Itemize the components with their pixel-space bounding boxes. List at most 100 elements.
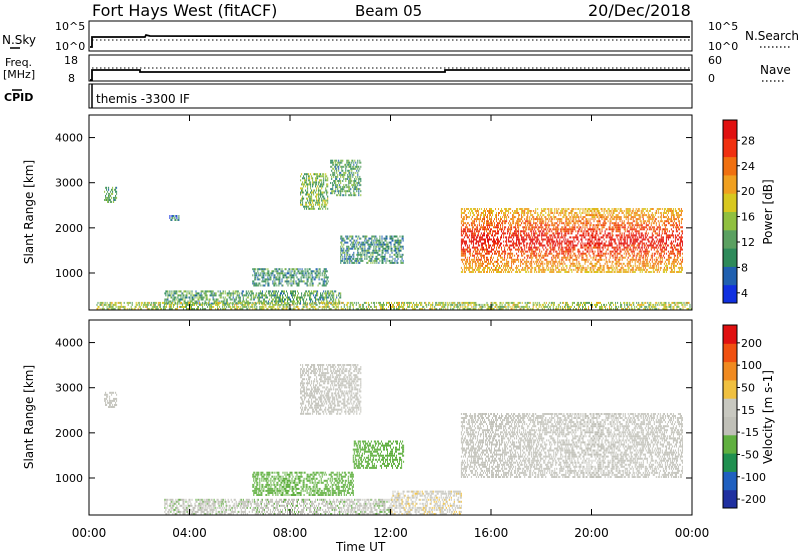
data-cell [533,232,535,235]
data-cell [474,246,476,249]
data-cell [228,305,230,308]
data-cell [338,300,340,303]
data-cell [391,301,392,304]
data-cell [463,301,465,304]
data-cell [222,296,224,299]
data-cell [341,301,343,304]
data-cell [308,205,310,208]
data-cell [473,228,475,231]
data-cell [641,301,643,304]
data-cell [462,262,464,265]
data-cell [350,257,352,260]
data-cell [484,271,485,273]
data-cell [450,303,452,306]
data-cell [529,246,531,249]
data-cell [306,177,308,180]
data-cell [480,232,482,235]
data-cell [521,301,523,304]
data-cell [522,308,524,310]
data-cell [345,241,347,244]
data-cell [673,301,675,304]
data-cell [304,205,306,208]
data-cell [414,305,416,308]
data-cell [350,247,352,250]
data-cell [443,308,445,310]
data-cell [521,208,523,210]
data-cell [296,284,298,287]
data-cell [357,184,359,187]
data-cell [335,303,337,306]
data-cell [634,308,636,310]
data-cell [536,232,538,235]
data-cell [265,294,267,297]
data-cell [452,301,454,304]
data-cell [301,294,303,297]
data-cell [515,230,517,233]
data-cell [503,250,505,253]
data-cell [503,230,505,233]
data-cell [357,182,359,184]
data-cell [313,203,315,206]
data-cell [491,224,492,227]
data-cell [519,240,521,243]
data-cell [461,250,463,253]
data-cell [340,253,342,256]
data-cell [497,224,498,227]
data-cell [372,243,374,246]
data-cell [518,216,520,219]
data-cell [298,308,300,310]
data-cell [342,249,344,252]
data-cell [387,243,389,246]
data-cell [249,290,251,293]
data-cell [524,222,526,225]
data-cell [316,173,318,176]
data-cell [169,305,171,308]
data-cell [253,282,255,285]
data-cell [184,301,185,304]
data-cell [273,294,275,297]
data-cell [310,185,312,188]
data-cell [320,173,322,176]
data-cell [194,300,196,303]
data-cell [97,305,99,308]
data-cell [379,308,381,310]
data-cell [486,260,487,263]
data-cell [354,245,356,248]
data-cell [378,239,380,242]
data-cell [465,258,467,261]
data-cell [222,301,224,304]
data-cell [354,261,356,264]
data-cell [252,301,254,304]
data-cell [211,294,213,297]
data-cell [494,234,495,237]
data-cell [102,305,104,308]
data-cell [518,230,520,233]
data-cell [347,178,349,180]
data-cell [278,276,280,279]
data-cell [323,296,325,299]
data-cell [325,282,327,285]
data-cell [305,185,307,188]
data-cell [254,301,256,304]
data-cell [426,305,428,308]
data-cell [241,290,243,293]
data-cell [516,248,518,251]
data-cell [438,301,440,304]
data-cell [441,305,443,308]
data-cell [482,238,483,241]
data-cell [316,177,318,180]
data-cell [332,292,334,295]
data-cell [294,296,295,299]
data-cell [537,264,539,267]
data-cell [320,278,322,281]
data-cell [288,303,290,306]
data-cell [535,246,537,249]
data-cell [312,276,314,279]
data-cell [176,308,178,310]
data-cell [434,308,436,310]
data-cell [515,303,517,306]
data-cell [506,210,508,212]
data-cell [324,199,326,202]
data-cell [499,303,501,306]
data-cell [354,159,356,162]
